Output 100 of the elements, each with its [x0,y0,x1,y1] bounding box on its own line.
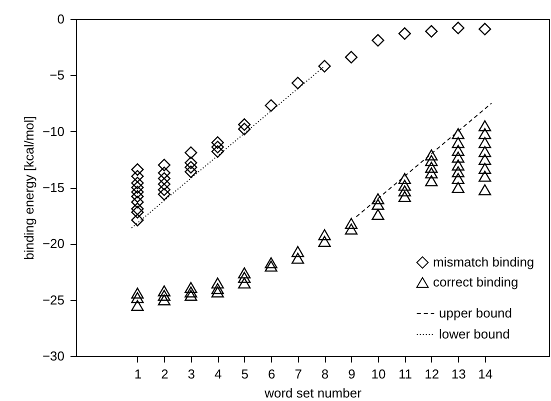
point [211,136,224,149]
point [478,170,492,182]
point [264,257,278,268]
point [452,152,464,163]
point [238,267,251,278]
x-tick-label: 9 [348,366,356,382]
x-tick-label: 3 [188,366,196,382]
point [184,290,198,301]
y-tick-label: −20 [42,236,64,252]
x-tick-label: 10 [371,366,386,382]
point [292,246,304,258]
point [131,206,144,219]
point [184,286,198,298]
point [318,229,331,240]
legend-label: mismatch binding [433,254,534,270]
point [452,22,464,34]
point [318,236,331,247]
point [211,283,224,294]
point [318,60,331,72]
legend-label: correct binding [433,274,518,290]
point [425,175,438,186]
point [425,167,438,178]
point [292,76,304,90]
y-tick-label: −30 [42,348,64,364]
point [478,22,492,36]
x-axis-title: word set number [264,386,362,400]
point [398,180,411,191]
point [372,34,384,47]
point [372,193,384,204]
x-tick-label: 4 [214,366,222,382]
point [184,156,198,170]
point [158,166,170,180]
point [452,137,464,148]
point [131,186,144,198]
point [131,163,144,176]
point [398,27,411,40]
point [344,224,358,235]
x-tick-label: 2 [161,366,168,382]
point [131,288,144,299]
point [238,277,251,289]
point [184,165,198,178]
x-tick-label: 12 [424,366,440,382]
point [158,158,170,172]
point [238,272,251,283]
point [238,118,251,131]
point [264,260,278,272]
point [372,198,384,210]
point [478,154,492,165]
point [425,149,438,160]
point [211,277,224,289]
point [372,208,384,220]
point [158,183,170,196]
point [158,290,170,301]
y-tick-label: −25 [42,292,64,308]
point [478,128,492,140]
point [184,160,198,174]
point [238,122,251,136]
point [158,188,170,201]
point [131,176,144,190]
y-axis-title: binding energy [kcal/mol] [21,116,36,260]
x-tick-label: 14 [478,366,493,382]
point [452,182,464,194]
point [131,214,144,226]
point [425,162,438,173]
point [131,181,144,194]
point [158,172,170,185]
point [211,145,224,158]
point [478,137,492,148]
x-tick-label: 5 [241,366,248,382]
point [131,196,144,208]
point [131,190,144,203]
x-tick-label: 11 [398,366,412,382]
point [398,190,411,202]
point [292,252,304,264]
point [184,146,198,159]
point [478,184,492,196]
y-tick-label: −10 [42,124,64,139]
legend-label: upper bound [439,306,512,320]
x-tick-label: 7 [294,366,302,382]
y-tick-label: −5 [50,68,64,83]
point [211,140,224,154]
point [478,146,492,158]
y-tick-label: 0 [57,12,64,26]
point [158,294,170,306]
point [425,155,438,166]
point [344,50,358,64]
point [452,166,464,178]
point [131,300,144,311]
point [158,285,170,296]
point [452,159,464,171]
point [131,202,144,216]
point [158,178,170,190]
legend-label: lower bound [439,326,510,342]
point [452,144,464,156]
point [344,218,358,229]
x-tick-label: 8 [321,366,329,382]
point [398,172,411,184]
point [264,99,278,112]
y-tick-label: −15 [42,180,64,195]
point [478,162,492,174]
